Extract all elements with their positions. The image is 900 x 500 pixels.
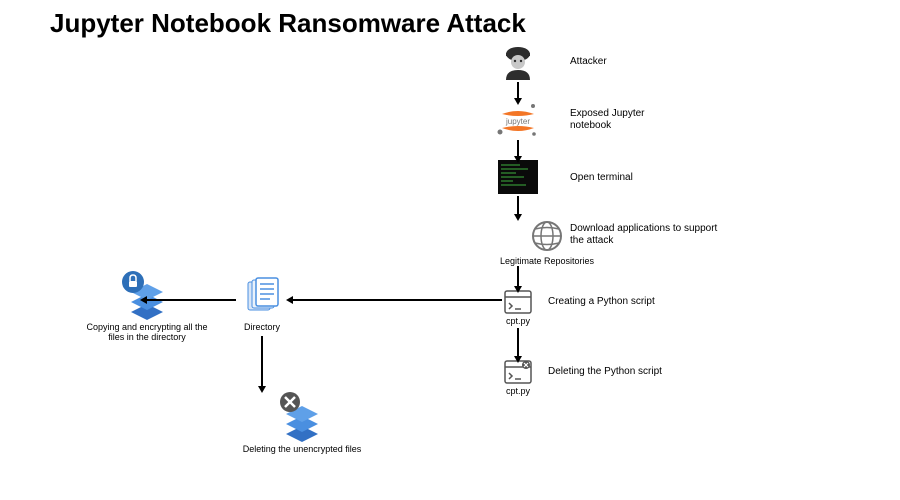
globe-icon — [529, 218, 565, 254]
node-script-create: cpt.py — [504, 290, 532, 326]
terminal-icon — [498, 160, 538, 194]
script-delete-filename: cpt.py — [506, 386, 530, 396]
attacker-icon — [498, 44, 538, 80]
arrow-directory-encrypt — [146, 299, 236, 301]
script-create-label: Creating a Python script — [548, 296, 655, 308]
jupyter-label: Exposed Jupyter notebook — [570, 108, 670, 132]
arrow-head — [258, 386, 266, 393]
arrow-directory-delete — [261, 336, 263, 388]
arrow-head — [514, 156, 522, 163]
arrow-repos-script — [517, 266, 519, 288]
diagram-title: Jupyter Notebook Ransomware Attack — [50, 8, 526, 39]
node-directory: Directory — [240, 276, 284, 332]
directory-label: Directory — [244, 322, 280, 332]
node-delete-files: Deleting the unencrypted files — [232, 390, 372, 454]
node-attacker — [498, 44, 538, 80]
arrow-head — [140, 296, 147, 304]
arrow-head — [514, 98, 522, 105]
script-delete-icon — [504, 360, 532, 384]
delete-files-label: Deleting the unencrypted files — [232, 444, 372, 454]
terminal-label: Open terminal — [570, 172, 633, 184]
script-create-filename: cpt.py — [506, 316, 530, 326]
node-terminal — [498, 160, 538, 194]
arrow-head — [514, 286, 522, 293]
encrypt-label: Copying and encrypting all the files in … — [82, 322, 212, 342]
arrow-terminal-repos — [517, 196, 519, 216]
jupyter-icon: jupyter — [488, 102, 548, 138]
arrow-script-delete — [517, 328, 519, 358]
repos-label: Download applications to support the att… — [570, 223, 730, 247]
node-script-delete: cpt.py — [504, 360, 532, 396]
node-encrypt: Copying and encrypting all the files in … — [82, 268, 212, 342]
arrow-script-directory — [292, 299, 502, 301]
attacker-label: Attacker — [570, 56, 607, 68]
delete-files-icon — [274, 390, 330, 442]
script-create-icon — [504, 290, 532, 314]
arrow-head — [514, 214, 522, 221]
directory-icon — [240, 276, 284, 320]
arrow-head — [286, 296, 293, 304]
arrow-head — [514, 356, 522, 363]
node-jupyter: jupyter — [488, 102, 548, 138]
script-delete-label: Deleting the Python script — [548, 366, 662, 378]
repos-label-below: Legitimate Repositories — [500, 256, 594, 266]
jupyter-text: jupyter — [505, 117, 530, 126]
encrypt-icon — [119, 268, 175, 320]
